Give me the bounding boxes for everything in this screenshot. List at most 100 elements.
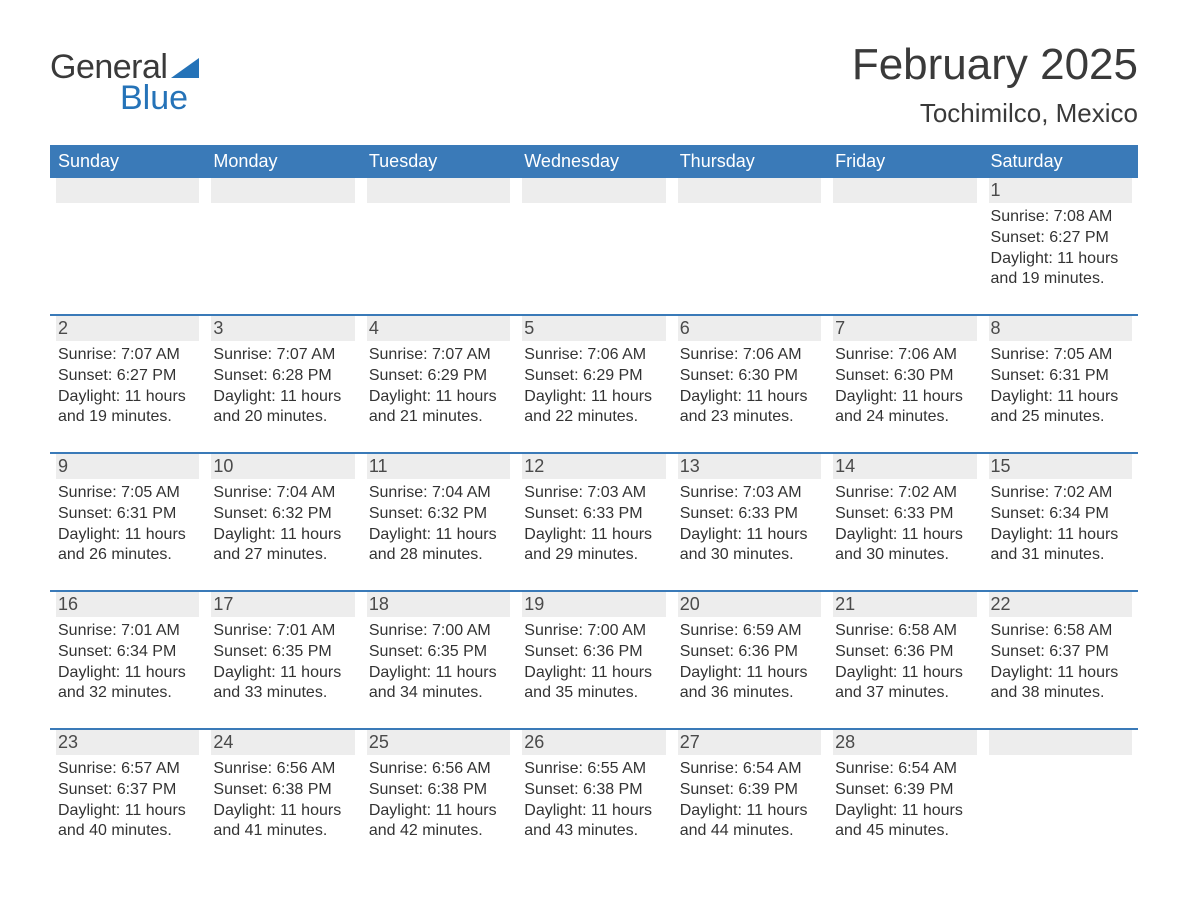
calendar-day: 8Sunrise: 7:05 AMSunset: 6:31 PMDaylight… bbox=[983, 316, 1138, 436]
daylight-text: Daylight: 11 hours and 35 minutes. bbox=[524, 663, 663, 705]
day-details bbox=[989, 755, 1132, 759]
sunset-text: Sunset: 6:27 PM bbox=[58, 366, 197, 387]
day-number bbox=[833, 178, 976, 203]
day-number: 11 bbox=[367, 454, 510, 479]
sunrise-text: Sunrise: 6:55 AM bbox=[524, 759, 663, 780]
sunrise-text: Sunrise: 7:01 AM bbox=[58, 621, 197, 642]
day-number: 16 bbox=[56, 592, 199, 617]
sunset-text: Sunset: 6:32 PM bbox=[213, 504, 352, 525]
sunset-text: Sunset: 6:37 PM bbox=[991, 642, 1130, 663]
sunrise-text: Sunrise: 6:54 AM bbox=[680, 759, 819, 780]
calendar-day: 9Sunrise: 7:05 AMSunset: 6:31 PMDaylight… bbox=[50, 454, 205, 574]
day-details: Sunrise: 7:02 AMSunset: 6:34 PMDaylight:… bbox=[989, 479, 1132, 566]
sunrise-text: Sunrise: 7:00 AM bbox=[524, 621, 663, 642]
sunset-text: Sunset: 6:32 PM bbox=[369, 504, 508, 525]
sunset-text: Sunset: 6:28 PM bbox=[213, 366, 352, 387]
daylight-text: Daylight: 11 hours and 37 minutes. bbox=[835, 663, 974, 705]
day-number: 27 bbox=[678, 730, 821, 755]
sunset-text: Sunset: 6:38 PM bbox=[213, 780, 352, 801]
weekday-header: Sunday bbox=[50, 145, 205, 178]
day-number bbox=[989, 730, 1132, 755]
day-number: 21 bbox=[833, 592, 976, 617]
day-number: 28 bbox=[833, 730, 976, 755]
calendar-week: 2Sunrise: 7:07 AMSunset: 6:27 PMDaylight… bbox=[50, 314, 1138, 436]
weekday-header: Thursday bbox=[672, 145, 827, 178]
day-number bbox=[678, 178, 821, 203]
calendar-day: 16Sunrise: 7:01 AMSunset: 6:34 PMDayligh… bbox=[50, 592, 205, 712]
calendar-day: 2 Sunrise: 7:07 AMSunset: 6:27 PMDaylight… bbox=[50, 316, 205, 436]
sunset-text: Sunset: 6:38 PM bbox=[369, 780, 508, 801]
day-details: Sunrise: 6:54 AMSunset: 6:39 PMDaylight:… bbox=[678, 755, 821, 842]
day-number: 2 bbox=[56, 316, 199, 341]
sunset-text: Sunset: 6:31 PM bbox=[991, 366, 1130, 387]
sunrise-text: Sunrise: 7:04 AM bbox=[213, 483, 352, 504]
weeks-container: 1Sunrise: 7:08 AMSunset: 6:27 PMDaylight… bbox=[50, 178, 1138, 850]
day-details bbox=[522, 203, 665, 207]
day-details: Sunrise: 7:00 AMSunset: 6:35 PMDaylight:… bbox=[367, 617, 510, 704]
brand-blue: Blue bbox=[120, 79, 188, 118]
daylight-text: Daylight: 11 hours and 45 minutes. bbox=[835, 801, 974, 843]
day-details: Sunrise: 7:08 AMSunset: 6:27 PMDaylight:… bbox=[989, 203, 1132, 290]
sunset-text: Sunset: 6:39 PM bbox=[835, 780, 974, 801]
sunrise-text: Sunrise: 6:56 AM bbox=[369, 759, 508, 780]
day-number bbox=[522, 178, 665, 203]
title-block: February 2025 Tochimilco, Mexico bbox=[852, 40, 1138, 139]
sunrise-text: Sunrise: 7:07 AM bbox=[58, 345, 197, 366]
calendar-day: 6Sunrise: 7:06 AMSunset: 6:30 PMDaylight… bbox=[672, 316, 827, 436]
day-details: Sunrise: 7:01 AMSunset: 6:34 PMDaylight:… bbox=[56, 617, 199, 704]
daylight-text: Daylight: 11 hours and 32 minutes. bbox=[58, 663, 197, 705]
calendar-day: 26Sunrise: 6:55 AMSunset: 6:38 PMDayligh… bbox=[516, 730, 671, 850]
sunset-text: Sunset: 6:34 PM bbox=[991, 504, 1130, 525]
day-details: Sunrise: 6:58 AMSunset: 6:37 PMDaylight:… bbox=[989, 617, 1132, 704]
day-number bbox=[367, 178, 510, 203]
day-number: 23 bbox=[56, 730, 199, 755]
sunrise-text: Sunrise: 6:57 AM bbox=[58, 759, 197, 780]
day-number: 10 bbox=[211, 454, 354, 479]
calendar-week: 16Sunrise: 7:01 AMSunset: 6:34 PMDayligh… bbox=[50, 590, 1138, 712]
day-details: Sunrise: 7:06 AMSunset: 6:29 PMDaylight:… bbox=[522, 341, 665, 428]
day-number: 9 bbox=[56, 454, 199, 479]
calendar-day: 7Sunrise: 7:06 AMSunset: 6:30 PMDaylight… bbox=[827, 316, 982, 436]
weekday-header: Saturday bbox=[983, 145, 1138, 178]
day-details: Sunrise: 7:03 AMSunset: 6:33 PMDaylight:… bbox=[522, 479, 665, 566]
sunset-text: Sunset: 6:34 PM bbox=[58, 642, 197, 663]
daylight-text: Daylight: 11 hours and 38 minutes. bbox=[991, 663, 1130, 705]
daylight-text: Daylight: 11 hours and 42 minutes. bbox=[369, 801, 508, 843]
sunset-text: Sunset: 6:33 PM bbox=[524, 504, 663, 525]
daylight-text: Daylight: 11 hours and 26 minutes. bbox=[58, 525, 197, 567]
day-details: Sunrise: 7:06 AMSunset: 6:30 PMDaylight:… bbox=[678, 341, 821, 428]
day-number: 14 bbox=[833, 454, 976, 479]
calendar-day: 19Sunrise: 7:00 AMSunset: 6:36 PMDayligh… bbox=[516, 592, 671, 712]
day-number: 12 bbox=[522, 454, 665, 479]
calendar-week: 1Sunrise: 7:08 AMSunset: 6:27 PMDaylight… bbox=[50, 178, 1138, 298]
day-details: Sunrise: 7:00 AMSunset: 6:36 PMDaylight:… bbox=[522, 617, 665, 704]
daylight-text: Daylight: 11 hours and 25 minutes. bbox=[991, 387, 1130, 429]
calendar-day bbox=[205, 178, 360, 298]
sunset-text: Sunset: 6:35 PM bbox=[369, 642, 508, 663]
calendar: SundayMondayTuesdayWednesdayThursdayFrid… bbox=[50, 145, 1138, 850]
daylight-text: Daylight: 11 hours and 30 minutes. bbox=[835, 525, 974, 567]
day-number: 19 bbox=[522, 592, 665, 617]
calendar-day: 4Sunrise: 7:07 AMSunset: 6:29 PMDaylight… bbox=[361, 316, 516, 436]
day-number: 4 bbox=[367, 316, 510, 341]
day-details: Sunrise: 7:07 AMSunset: 6:28 PMDaylight:… bbox=[211, 341, 354, 428]
sunrise-text: Sunrise: 7:06 AM bbox=[680, 345, 819, 366]
day-number: 26 bbox=[522, 730, 665, 755]
calendar-day: 22Sunrise: 6:58 AMSunset: 6:37 PMDayligh… bbox=[983, 592, 1138, 712]
day-details: Sunrise: 6:55 AMSunset: 6:38 PMDaylight:… bbox=[522, 755, 665, 842]
day-details bbox=[833, 203, 976, 207]
sunset-text: Sunset: 6:36 PM bbox=[835, 642, 974, 663]
calendar-day bbox=[827, 178, 982, 298]
calendar-day: 17Sunrise: 7:01 AMSunset: 6:35 PMDayligh… bbox=[205, 592, 360, 712]
sunset-text: Sunset: 6:37 PM bbox=[58, 780, 197, 801]
sunrise-text: Sunrise: 7:01 AM bbox=[213, 621, 352, 642]
sunrise-text: Sunrise: 7:02 AM bbox=[835, 483, 974, 504]
sunset-text: Sunset: 6:29 PM bbox=[524, 366, 663, 387]
daylight-text: Daylight: 11 hours and 19 minutes. bbox=[58, 387, 197, 429]
day-number: 7 bbox=[833, 316, 976, 341]
calendar-day bbox=[516, 178, 671, 298]
sunrise-text: Sunrise: 7:03 AM bbox=[680, 483, 819, 504]
calendar-day bbox=[50, 178, 205, 298]
calendar-day: 11Sunrise: 7:04 AMSunset: 6:32 PMDayligh… bbox=[361, 454, 516, 574]
day-details bbox=[56, 203, 199, 207]
